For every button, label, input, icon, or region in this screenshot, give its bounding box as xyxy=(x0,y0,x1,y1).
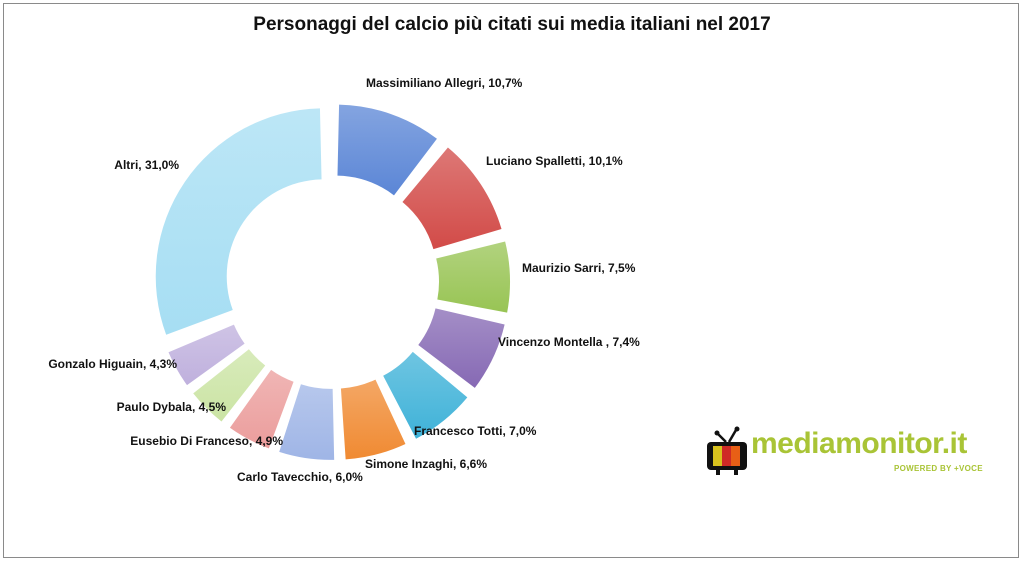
logo-tagline: POWERED BY +VOCE xyxy=(894,464,983,473)
slice-label: Altri, 31,0% xyxy=(114,158,179,172)
slice-label: Luciano Spalletti, 10,1% xyxy=(486,154,623,168)
donut-slice-maurizio-sarri xyxy=(436,241,510,313)
donut-slice-carlo-tavecchio xyxy=(279,384,335,460)
donut-slice-massimiliano-allegri xyxy=(337,104,437,196)
slice-label: Carlo Tavecchio, 6,0% xyxy=(237,470,363,484)
chart-title: Personaggi del calcio più citati sui med… xyxy=(253,14,771,35)
mediamonitor-logo: mediamonitor.it POWERED BY +VOCE xyxy=(704,424,994,484)
donut-slice-vincenzo-montella xyxy=(418,308,505,388)
slice-label: Massimiliano Allegri, 10,7% xyxy=(366,76,523,90)
slice-label: Eusebio Di Franceso, 4,9% xyxy=(130,434,283,448)
donut-slice-altri xyxy=(155,108,322,335)
donut-slice-eusebio-di-franceso xyxy=(229,369,294,449)
donut-slice-simone-inzaghi xyxy=(340,379,406,460)
donut-slice-gonzalo-higuain xyxy=(168,324,245,386)
slice-label: Paulo Dybala, 4,5% xyxy=(117,400,227,414)
logo-brand-text: mediamonitor.it xyxy=(751,427,967,460)
slice-label: Gonzalo Higuain, 4,3% xyxy=(48,357,177,371)
slice-label: Simone Inzaghi, 6,6% xyxy=(365,457,487,471)
slice-label: Vincenzo Montella , 7,4% xyxy=(498,335,640,349)
tv-icon xyxy=(707,426,747,475)
donut-slice-luciano-spalletti xyxy=(402,147,502,250)
donut-slice-francesco-totti xyxy=(383,351,468,439)
donut-slice-paulo-dybala xyxy=(193,349,266,422)
slice-label: Francesco Totti, 7,0% xyxy=(414,424,537,438)
slice-label: Maurizio Sarri, 7,5% xyxy=(522,261,636,275)
